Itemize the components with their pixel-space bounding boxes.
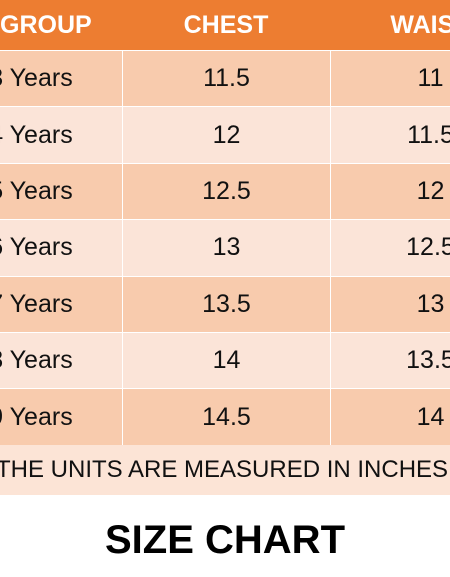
table-cell: 6 Years	[0, 219, 122, 276]
page-title: SIZE CHART	[105, 517, 345, 562]
table-note: THE UNITS ARE MEASURED IN INCHES	[0, 445, 450, 495]
table-cell: 5 Years	[0, 162, 122, 220]
table-cell: 12.5	[122, 162, 330, 220]
header-cell: GROUP	[0, 0, 122, 50]
header-cell: WAIST	[330, 0, 450, 50]
table-cell: 13.5	[330, 332, 450, 389]
table-cell: 11.5	[122, 50, 330, 107]
table-cell: 13	[122, 219, 330, 276]
table-cell: 8 Years	[0, 332, 122, 389]
table-cell: 14	[122, 332, 330, 389]
table-cell: 12	[122, 106, 330, 163]
table-cell: 14	[330, 388, 450, 445]
table-cell: 11.5	[330, 106, 450, 163]
table-cell: 11	[330, 50, 450, 107]
table-cell: 9 Years	[0, 388, 122, 445]
table-cell: 13.5	[122, 275, 330, 332]
table-cell: 4 Years	[0, 106, 122, 163]
table-cell: 7 Years	[0, 275, 122, 332]
table-cell: 14.5	[122, 388, 330, 445]
table-cell: 12	[330, 162, 450, 220]
table-cell: 13	[330, 275, 450, 332]
table-cell: 3 Years	[0, 50, 122, 107]
table-cell: 12.5	[330, 219, 450, 276]
header-cell: CHEST	[122, 0, 330, 50]
